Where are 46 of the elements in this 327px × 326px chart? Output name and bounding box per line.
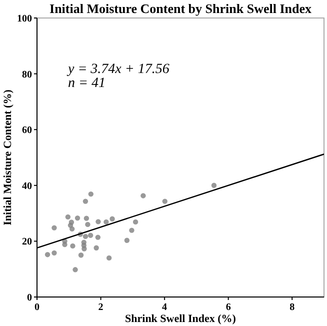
point xyxy=(78,252,84,258)
point xyxy=(82,234,88,240)
point xyxy=(132,219,138,225)
x-tick-label: 0 xyxy=(34,302,40,313)
point xyxy=(162,198,168,204)
point xyxy=(124,238,130,243)
point xyxy=(52,250,57,256)
point xyxy=(95,234,101,240)
point xyxy=(65,214,71,220)
y-tick-label: 100 xyxy=(17,14,32,24)
point xyxy=(129,228,134,233)
point xyxy=(106,255,112,261)
point xyxy=(68,220,74,225)
point xyxy=(88,191,94,197)
point xyxy=(44,252,50,258)
x-tick-label: 2 xyxy=(98,302,104,313)
point xyxy=(62,242,68,248)
point xyxy=(69,226,75,232)
point xyxy=(84,216,90,221)
point xyxy=(85,222,90,228)
point xyxy=(70,243,76,249)
x-tick-label: 6 xyxy=(226,302,231,313)
point xyxy=(96,219,101,224)
x-tick-label: 4 xyxy=(162,302,168,313)
x-axis-title: Shrink Swell Index (%) xyxy=(125,313,236,325)
point xyxy=(94,245,99,250)
y-tick-label: 40 xyxy=(22,180,32,192)
point xyxy=(211,182,217,188)
y-axis-title: Initial Moisture Content (%) xyxy=(2,89,14,226)
annotation: n = 41 xyxy=(68,76,106,91)
point xyxy=(82,198,88,204)
point xyxy=(82,246,87,252)
y-tick-label: 0 xyxy=(27,292,32,304)
x-tick-label: 8 xyxy=(290,302,295,313)
annotation: y = 3.74x + 17.56 xyxy=(66,62,170,77)
point xyxy=(104,219,109,225)
point xyxy=(110,216,115,222)
y-tick-label: 20 xyxy=(22,236,32,248)
y-tick-label: 80 xyxy=(22,69,32,80)
y-tick-label: 60 xyxy=(22,125,32,136)
point xyxy=(140,193,146,198)
chart-title: Initial Moisture Content by Shrink Swell Index xyxy=(50,1,312,16)
point xyxy=(72,267,78,272)
point xyxy=(74,215,80,221)
point xyxy=(52,225,57,230)
point xyxy=(88,232,94,238)
